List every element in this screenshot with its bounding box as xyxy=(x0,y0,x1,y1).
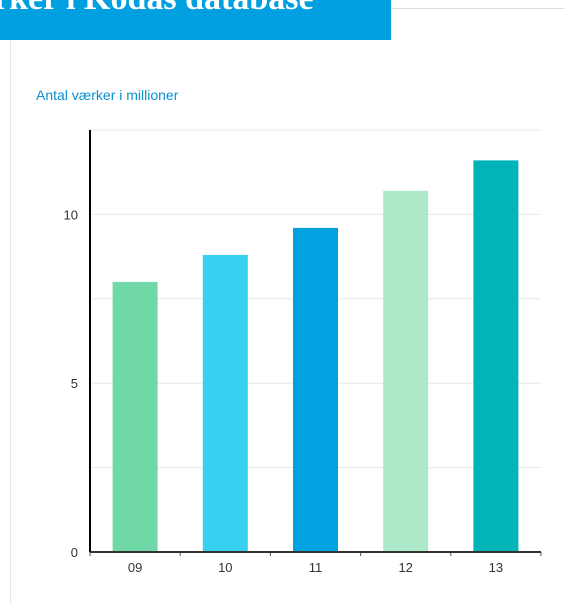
chart-title: Antal værker i millioner xyxy=(36,87,179,103)
top-divider xyxy=(392,8,564,9)
y-tick-label: 5 xyxy=(71,376,78,391)
x-tick-label: 11 xyxy=(309,560,323,575)
y-tick-label: 0 xyxy=(71,545,78,560)
title-banner: rker i Kodas database xyxy=(0,0,391,40)
bar-10 xyxy=(202,254,248,553)
x-tick-label: 12 xyxy=(398,560,412,575)
bar-11 xyxy=(293,227,338,553)
x-tick-label: 09 xyxy=(128,560,142,575)
y-tick-label: 10 xyxy=(64,207,78,222)
x-tick-label: 13 xyxy=(489,560,503,575)
left-border xyxy=(10,40,11,603)
banner-title: rker i Kodas database xyxy=(0,0,314,19)
bar-13 xyxy=(473,160,519,552)
x-tick-label: 10 xyxy=(218,560,232,575)
bar-12 xyxy=(383,190,429,552)
bar-09 xyxy=(112,281,158,552)
